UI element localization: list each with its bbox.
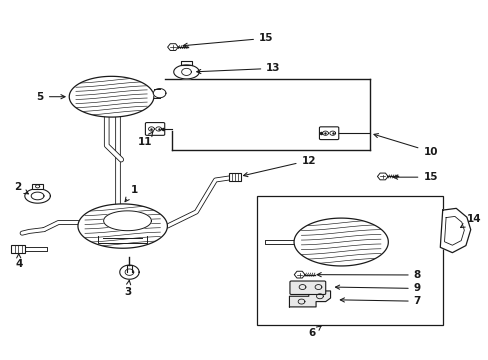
Text: 15: 15 bbox=[393, 172, 437, 182]
Polygon shape bbox=[289, 291, 330, 307]
FancyBboxPatch shape bbox=[319, 127, 338, 140]
Text: 11: 11 bbox=[138, 132, 153, 147]
Polygon shape bbox=[120, 265, 139, 279]
Polygon shape bbox=[69, 76, 154, 117]
Polygon shape bbox=[103, 211, 151, 231]
Polygon shape bbox=[25, 189, 50, 203]
Text: 15: 15 bbox=[183, 33, 273, 48]
Polygon shape bbox=[78, 204, 167, 248]
FancyBboxPatch shape bbox=[145, 123, 164, 135]
Text: 8: 8 bbox=[316, 270, 420, 280]
Text: 14: 14 bbox=[460, 214, 481, 228]
Polygon shape bbox=[293, 218, 387, 266]
Text: 5: 5 bbox=[37, 92, 65, 102]
Text: 1: 1 bbox=[125, 185, 138, 202]
Text: 2: 2 bbox=[14, 182, 28, 194]
Text: 9: 9 bbox=[335, 283, 420, 293]
Polygon shape bbox=[294, 271, 305, 278]
Text: 7: 7 bbox=[340, 296, 420, 306]
Polygon shape bbox=[377, 173, 387, 180]
Text: 13: 13 bbox=[196, 63, 280, 74]
FancyBboxPatch shape bbox=[289, 281, 325, 294]
Bar bbox=[32, 184, 43, 189]
Text: 4: 4 bbox=[15, 253, 22, 269]
Text: 12: 12 bbox=[243, 156, 315, 177]
Polygon shape bbox=[173, 65, 199, 79]
Polygon shape bbox=[167, 44, 178, 50]
Text: 6: 6 bbox=[308, 326, 321, 338]
Polygon shape bbox=[439, 208, 470, 253]
Text: 3: 3 bbox=[123, 280, 131, 297]
Bar bbox=[228, 173, 240, 181]
Bar bbox=[11, 245, 25, 253]
Bar bbox=[256, 196, 442, 325]
Polygon shape bbox=[153, 89, 165, 98]
Text: 10: 10 bbox=[373, 134, 437, 157]
